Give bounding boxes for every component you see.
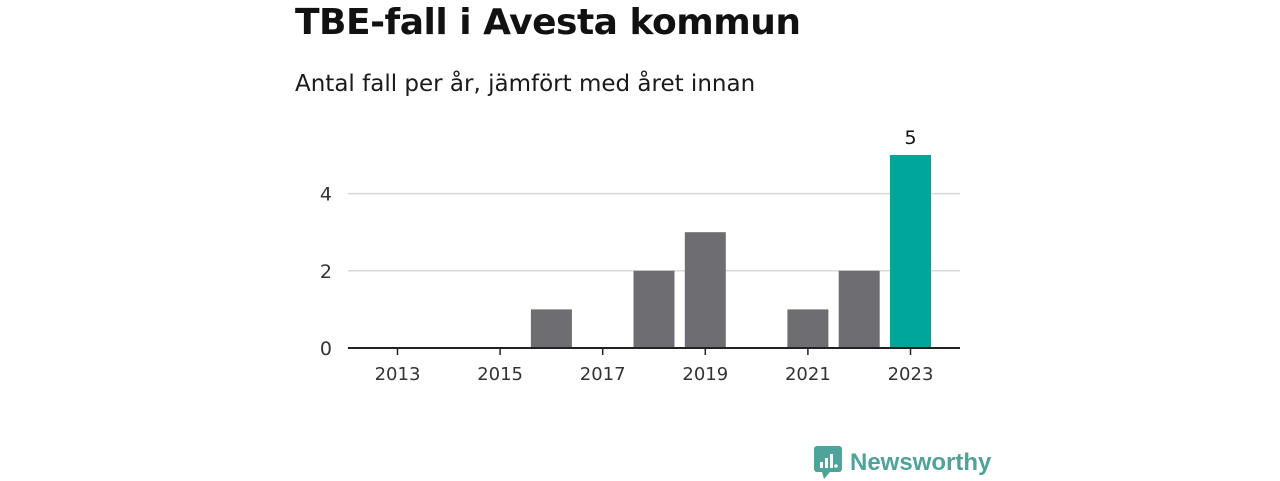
x-axis: 2013 2015 2017 2019 2021 2023 bbox=[348, 347, 960, 385]
newsworthy-logo-icon bbox=[814, 446, 842, 479]
newsworthy-logo: Newsworthy bbox=[814, 445, 991, 481]
bars bbox=[530, 155, 931, 348]
y-tick-label-2: 2 bbox=[320, 261, 332, 283]
bar-2022 bbox=[838, 270, 880, 348]
bar-chart: 0 2 4 2013 2015 2017 2019 2021 2023 5 bbox=[320, 127, 960, 385]
y-tick-label-0: 0 bbox=[320, 338, 332, 360]
x-tick-label-2017: 2017 bbox=[580, 364, 626, 385]
y-axis-ticks: 0 2 4 bbox=[320, 184, 332, 360]
x-tick-label-2019: 2019 bbox=[682, 364, 728, 385]
data-labels: 5 bbox=[904, 127, 916, 149]
x-tick-label-2023: 2023 bbox=[888, 364, 934, 385]
x-tick-label-2021: 2021 bbox=[785, 364, 831, 385]
bar-2023 bbox=[890, 155, 931, 348]
gridlines bbox=[348, 192, 960, 272]
chart-subtitle: Antal fall per år, jämfört med året inna… bbox=[295, 71, 756, 97]
y-tick-label-4: 4 bbox=[320, 184, 332, 206]
bar-2021 bbox=[787, 309, 829, 348]
bar-2016 bbox=[530, 309, 572, 348]
data-label-2023: 5 bbox=[904, 127, 916, 149]
bar-2018 bbox=[633, 270, 675, 348]
brand-name: Newsworthy bbox=[850, 449, 992, 476]
bar-2019 bbox=[684, 232, 726, 348]
chart-title: TBE-fall i Avesta kommun bbox=[295, 2, 801, 43]
x-tick-label-2015: 2015 bbox=[477, 364, 523, 385]
x-tick-label-2013: 2013 bbox=[375, 364, 421, 385]
